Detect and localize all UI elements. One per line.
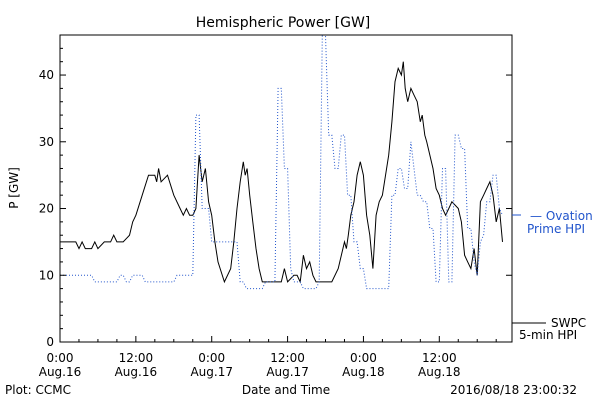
- y-tick-label: 20: [39, 202, 54, 216]
- x-tick-time-label: 12:00: [270, 351, 305, 365]
- x-tick-time-label: 0:00: [47, 351, 74, 365]
- plot-credit: Plot: CCMC: [5, 383, 71, 397]
- legend-swpc-line2: 5-min HPI: [519, 328, 577, 342]
- x-tick-date-label: Aug.16: [115, 365, 158, 379]
- x-tick-date-label: Aug.17: [266, 365, 309, 379]
- x-tick-date-label: Aug.17: [190, 365, 233, 379]
- x-tick-time-label: 12:00: [422, 351, 457, 365]
- x-tick-date-label: Aug.18: [342, 365, 385, 379]
- x-tick-time-label: 12:00: [119, 351, 154, 365]
- x-tick-time-label: 0:00: [198, 351, 225, 365]
- y-tick-label: 10: [39, 268, 54, 282]
- plot-timestamp: 2016/08/18 23:00:32: [450, 383, 577, 397]
- chart-title: Hemispheric Power [GW]: [196, 15, 371, 31]
- x-axis-label: Date and Time: [242, 383, 330, 397]
- x-tick-date-label: Aug.16: [39, 365, 82, 379]
- legend-ovation-line1: — Ovation: [530, 209, 593, 223]
- y-tick-label: 0: [46, 335, 54, 349]
- y-tick-label: 40: [39, 68, 54, 82]
- y-tick-label: 30: [39, 135, 54, 149]
- legend-swpc-line1: SWPC: [551, 316, 586, 330]
- series-line-ovation: [60, 34, 503, 290]
- series-line-swpc: [60, 61, 503, 284]
- x-tick-time-label: 0:00: [350, 351, 377, 365]
- x-tick-date-label: Aug.18: [418, 365, 461, 379]
- legend-ovation-line2: Prime HPI: [527, 222, 585, 236]
- y-axis-label: P [GW]: [7, 167, 21, 209]
- plot-frame: [59, 34, 513, 343]
